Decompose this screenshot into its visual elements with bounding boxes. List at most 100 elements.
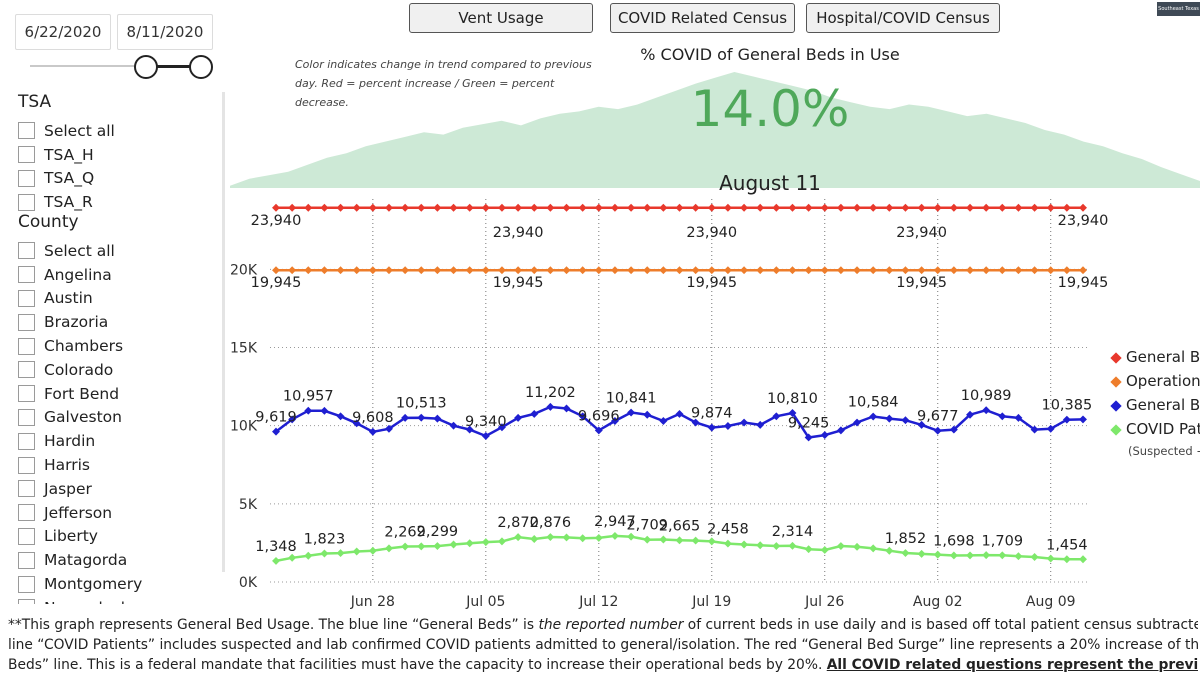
tab-hospital-covid-census[interactable]: Hospital/COVID Census xyxy=(806,3,1000,33)
data-point[interactable] xyxy=(804,433,813,442)
data-point[interactable] xyxy=(449,266,458,275)
tsa-option-tsa-h[interactable]: TSA_H xyxy=(18,143,115,167)
data-point[interactable] xyxy=(272,203,280,212)
checkbox[interactable] xyxy=(18,551,35,569)
checkbox[interactable] xyxy=(18,169,35,187)
data-point[interactable] xyxy=(1079,555,1087,564)
county-option-fort-bend[interactable]: Fort Bend xyxy=(18,382,148,406)
data-point[interactable] xyxy=(966,410,974,419)
data-point[interactable] xyxy=(320,549,329,558)
data-point[interactable] xyxy=(1046,266,1055,275)
data-point[interactable] xyxy=(901,416,910,425)
data-point[interactable] xyxy=(320,266,329,275)
checkbox[interactable] xyxy=(18,456,35,474)
data-point[interactable] xyxy=(788,541,797,550)
data-point[interactable] xyxy=(853,542,861,551)
data-point[interactable] xyxy=(933,266,942,275)
data-point[interactable] xyxy=(320,203,329,212)
data-point[interactable] xyxy=(610,203,619,212)
data-point[interactable] xyxy=(740,203,749,212)
data-point[interactable] xyxy=(562,404,571,413)
data-point[interactable] xyxy=(481,266,490,275)
data-point[interactable] xyxy=(1079,203,1087,212)
county-option-chambers[interactable]: Chambers xyxy=(18,334,148,358)
data-point[interactable] xyxy=(336,203,345,212)
data-point[interactable] xyxy=(465,539,474,548)
data-point[interactable] xyxy=(272,427,280,436)
data-point[interactable] xyxy=(659,266,668,275)
data-point[interactable] xyxy=(465,266,474,275)
start-date-input[interactable]: 6/22/2020 xyxy=(15,14,111,50)
county-option-jefferson[interactable]: Jefferson xyxy=(18,501,148,525)
data-point[interactable] xyxy=(901,266,910,275)
data-point[interactable] xyxy=(869,266,878,275)
data-point[interactable] xyxy=(788,266,797,275)
data-point[interactable] xyxy=(594,266,603,275)
data-point[interactable] xyxy=(433,203,442,212)
data-point[interactable] xyxy=(627,203,636,212)
data-point[interactable] xyxy=(675,203,684,212)
county-option-austin[interactable]: Austin xyxy=(18,287,148,311)
filter-scrollbar[interactable] xyxy=(222,92,225,572)
data-point[interactable] xyxy=(1014,266,1023,275)
data-point[interactable] xyxy=(352,419,361,428)
date-slider-end-handle[interactable] xyxy=(189,55,213,79)
data-point[interactable] xyxy=(675,536,684,545)
data-point[interactable] xyxy=(820,203,829,212)
county-option-hardin[interactable]: Hardin xyxy=(18,429,148,453)
data-point[interactable] xyxy=(820,266,829,275)
data-point[interactable] xyxy=(304,406,313,415)
data-point[interactable] xyxy=(659,203,668,212)
tsa-option-tsa-q[interactable]: TSA_Q xyxy=(18,167,115,191)
checkbox[interactable] xyxy=(18,242,35,260)
data-point[interactable] xyxy=(465,203,474,212)
data-point[interactable] xyxy=(498,423,506,432)
data-point[interactable] xyxy=(514,533,523,542)
county-option-montgomery[interactable]: Montgomery xyxy=(18,572,148,596)
data-point[interactable] xyxy=(982,203,991,212)
county-filter-scroll[interactable]: Select all Angelina Austin Brazoria Chambers… xyxy=(0,238,225,604)
county-option-matagorda[interactable]: Matagorda xyxy=(18,548,148,572)
data-point[interactable] xyxy=(352,203,361,212)
data-point[interactable] xyxy=(304,266,313,275)
data-point[interactable] xyxy=(869,544,878,553)
checkbox[interactable] xyxy=(18,385,35,403)
data-point[interactable] xyxy=(417,542,426,551)
data-point[interactable] xyxy=(740,540,749,549)
date-slider-track[interactable] xyxy=(30,65,205,67)
data-point[interactable] xyxy=(723,422,732,430)
data-point[interactable] xyxy=(288,415,297,424)
data-point[interactable] xyxy=(594,203,603,212)
checkbox[interactable] xyxy=(18,266,35,284)
legend-item-general-bed-surge[interactable]: General Bed Surge xyxy=(1110,348,1200,372)
data-point[interactable] xyxy=(578,203,587,212)
county-option-galveston[interactable]: Galveston xyxy=(18,406,148,430)
legend-item-covid-patients[interactable]: COVID Patients xyxy=(1110,420,1200,444)
data-point[interactable] xyxy=(1046,554,1055,563)
data-point[interactable] xyxy=(1030,203,1039,212)
data-point[interactable] xyxy=(901,203,910,212)
data-point[interactable] xyxy=(949,551,958,560)
data-point[interactable] xyxy=(917,549,926,558)
data-point[interactable] xyxy=(723,203,732,212)
data-point[interactable] xyxy=(707,423,716,432)
data-point[interactable] xyxy=(352,266,361,275)
checkbox[interactable] xyxy=(18,575,35,593)
tab-vent-usage[interactable]: Vent Usage xyxy=(409,3,593,33)
data-point[interactable] xyxy=(498,203,506,212)
data-point[interactable] xyxy=(368,546,377,555)
data-point[interactable] xyxy=(982,266,991,275)
data-point[interactable] xyxy=(594,533,603,542)
tsa-option-select-all[interactable]: Select all xyxy=(18,119,115,143)
county-option-angelina[interactable]: Angelina xyxy=(18,263,148,287)
county-option-colorado[interactable]: Colorado xyxy=(18,358,148,382)
data-point[interactable] xyxy=(385,203,393,212)
checkbox[interactable] xyxy=(18,504,35,522)
data-point[interactable] xyxy=(756,266,765,275)
data-point[interactable] xyxy=(578,534,587,543)
data-point[interactable] xyxy=(304,203,313,212)
data-point[interactable] xyxy=(481,432,490,440)
data-point[interactable] xyxy=(1046,203,1055,212)
checkbox[interactable] xyxy=(18,527,35,545)
date-slider-start-handle[interactable] xyxy=(134,55,158,79)
